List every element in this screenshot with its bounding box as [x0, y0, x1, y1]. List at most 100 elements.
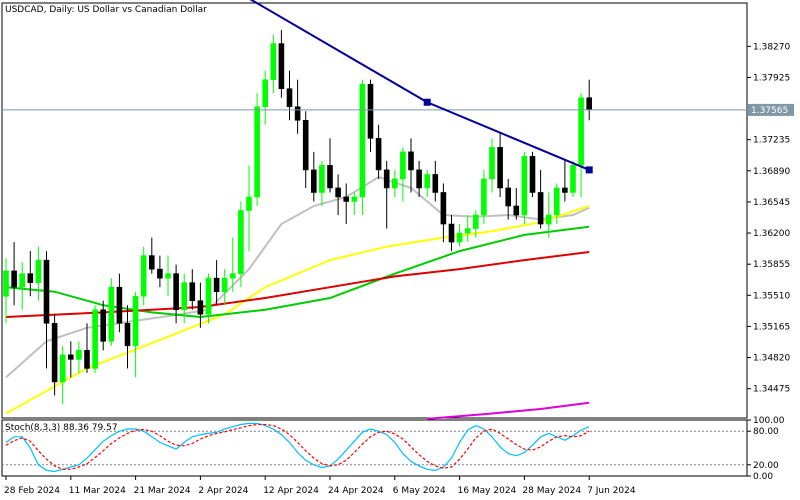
candle-body [408, 151, 414, 171]
candle-body [505, 187, 512, 207]
candle-body [189, 282, 196, 302]
candle-body [246, 196, 252, 211]
candle-body [497, 147, 503, 189]
candle-body [140, 255, 147, 297]
candle-body [108, 286, 115, 342]
trendline-anchor [423, 98, 431, 106]
candle-body [335, 187, 341, 198]
candle-body [116, 286, 123, 324]
trendline-anchor [585, 166, 593, 174]
candle-body [359, 83, 366, 198]
candle-body [181, 282, 187, 311]
candle-body [43, 259, 50, 324]
moving-average-ma-100 [5, 225, 590, 319]
candle-body [302, 119, 309, 171]
candle-body [213, 277, 220, 292]
candle-body [351, 196, 358, 202]
candle-body [197, 300, 204, 315]
candle-body [327, 165, 333, 189]
time-tick-label: 2 Apr 2024 [198, 486, 248, 496]
candle-body [230, 273, 236, 279]
stoch-tick-label: 20.00 [753, 461, 779, 471]
candle-body [19, 273, 26, 288]
candle-body [278, 43, 285, 90]
candle-body [262, 79, 269, 108]
price-tick-label: 1.35165 [753, 322, 790, 332]
price-grid [1, 2, 748, 477]
candle-body [367, 83, 374, 139]
stoch-tick-label: 80.00 [753, 427, 779, 437]
candle-body [59, 354, 66, 383]
candle-body [464, 228, 471, 234]
candle-body [27, 273, 34, 283]
candle-body [68, 354, 74, 360]
candle-body [432, 174, 439, 193]
candle-body [254, 106, 260, 198]
price-tick-label: 1.34820 [753, 354, 790, 364]
stoch-tick-label: 0.00 [753, 472, 773, 482]
candle-body [545, 214, 552, 225]
price-tick-label: 1.36200 [753, 229, 790, 239]
candle-body [391, 178, 398, 189]
time-tick-label: 28 Feb 2024 [4, 486, 60, 496]
time-tick-label: 24 Apr 2024 [328, 486, 384, 496]
current-price-label: 1.37565 [751, 106, 788, 116]
candle-body [221, 277, 228, 292]
candle-body [173, 273, 179, 311]
stoch-title: Stoch(8,3,3) 88.36 79.57 [5, 423, 118, 433]
candle-body [456, 232, 463, 243]
stoch-panel-frame [1, 419, 748, 477]
trendline [249, 0, 593, 174]
candle-body [76, 350, 82, 360]
time-tick-label: 21 Mar 2024 [134, 486, 191, 496]
time-tick-label: 28 May 2024 [522, 486, 581, 496]
price-panel-frame [1, 2, 748, 419]
candle-body [448, 223, 455, 243]
candle-body [92, 309, 98, 369]
moving-average-ma-400 [427, 401, 590, 420]
candle-body [270, 43, 277, 80]
candle-body [529, 156, 536, 193]
price-tick-label: 1.36545 [753, 198, 790, 208]
moving-average-ma-200 [5, 251, 590, 318]
time-tick-label: 6 May 2024 [393, 486, 446, 496]
stoch-signal-line [5, 423, 590, 470]
price-axis: 1.38270 1.37925 1.37235 1.36890 1.36545 1.362… [747, 42, 794, 395]
candle-body [286, 88, 293, 108]
candle-body [400, 151, 406, 180]
candle-body [319, 165, 325, 193]
candle-body [343, 196, 350, 202]
candle-body [294, 106, 301, 121]
current-price-badge [748, 103, 794, 116]
candle-body [100, 309, 106, 342]
chart-title: USDCAD, Daily: US Dollar vs Canadian Dol… [5, 5, 207, 15]
candle-body [3, 270, 9, 297]
candle-body [238, 210, 244, 274]
moving-average-ma-50 [5, 205, 590, 415]
candle-body [205, 277, 212, 315]
candle-body [35, 259, 42, 283]
candle-body [472, 214, 479, 229]
moving-average-lines [5, 176, 590, 420]
candle-body [416, 169, 422, 189]
price-tick-label: 1.35855 [753, 260, 790, 270]
candle-body [51, 322, 58, 383]
price-tick-label: 1.37925 [753, 73, 790, 83]
price-tick-label: 1.38270 [753, 42, 790, 52]
candle-body [513, 205, 520, 216]
candle-body [165, 273, 171, 279]
candle-body [553, 187, 560, 216]
time-tick-label: 11 Mar 2024 [69, 486, 126, 496]
candle-body [586, 97, 593, 110]
candle-body [149, 255, 155, 270]
price-tick-label: 1.37235 [753, 136, 790, 146]
candle-body [537, 192, 544, 225]
stoch-tick-label: 100.00 [753, 416, 785, 426]
price-tick-label: 1.36890 [753, 167, 790, 177]
price-tick-label: 1.34475 [753, 385, 790, 395]
candle-body [375, 138, 382, 171]
time-tick-label: 16 May 2024 [458, 486, 517, 496]
candle-body [157, 268, 163, 279]
candle-body [383, 169, 390, 189]
